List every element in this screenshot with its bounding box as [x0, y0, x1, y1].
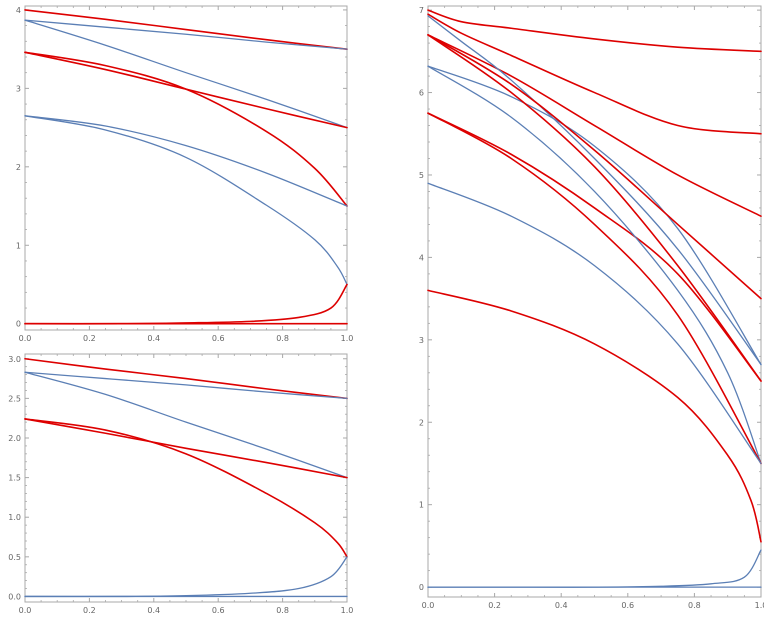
y-tick-label: 2.5: [8, 394, 21, 403]
series-line-red-4: [24, 418, 348, 479]
chart-bottom-left: 0.0 0.2 0.4 0.6 0.8 1.0 0.0 0.5 1.0 1.5 2.0 2.5 3.0: [8, 353, 354, 615]
y-tick-label: 7: [419, 6, 424, 15]
y-tick-label: 6: [419, 89, 424, 98]
y-tick-label: 3: [16, 84, 21, 93]
series-line-blue-3: [24, 371, 348, 479]
x-tick-label: 0.6: [212, 334, 225, 343]
series-line-blue-2: [24, 19, 348, 50]
y-tick-label: 2: [419, 418, 424, 427]
x-tick-label: 0.0: [19, 606, 32, 615]
y-tick-label: 3.0: [8, 355, 21, 364]
series-line-red-8: [427, 112, 762, 382]
series-line-blue-6: [24, 556, 348, 598]
series-line-blue-9: [427, 65, 762, 465]
series-line-blue-6: [24, 115, 348, 207]
series-line-blue-7: [24, 115, 348, 286]
series-line-red-6: [427, 34, 762, 300]
x-tick-label: 0.0: [422, 601, 435, 610]
y-tick-label: 4: [419, 253, 424, 262]
plot-frame: [24, 5, 348, 331]
series-line-red-7: [427, 34, 762, 382]
plot-frame: [24, 353, 348, 603]
x-tick-label: 0.8: [688, 601, 701, 610]
chart-top-left: 0.0 0.2 0.4 0.6 0.8 1.0 0 1 2 3 4: [16, 5, 354, 343]
y-tick-label: 1.5: [8, 474, 21, 483]
x-tick-label: 0.4: [147, 606, 160, 615]
y-tick-label: 1.0: [8, 513, 21, 522]
y-tick-label: 0.0: [8, 592, 21, 601]
x-tick-label: 0.8: [276, 606, 289, 615]
series-line-red-2: [427, 13, 762, 135]
y-tick-label: 0: [16, 320, 21, 329]
y-tick-label: 0.5: [8, 553, 21, 562]
series-line-blue-4: [427, 15, 762, 366]
series-line-blue-11: [427, 182, 762, 465]
x-tick-label: 1.0: [755, 601, 764, 610]
series-line-red-10: [427, 112, 762, 465]
series-line-red-1: [24, 357, 348, 400]
chart-right: 0.0 0.2 0.4 0.6 0.8 1.0 0 1 2 3 4 5 6 7: [419, 5, 764, 610]
series-line-red-1: [427, 9, 762, 53]
x-tick-label: 0.4: [147, 334, 160, 343]
x-tick-label: 0.2: [488, 601, 501, 610]
x-tick-label: 1.0: [341, 606, 354, 615]
series-line-red-1: [24, 9, 348, 50]
series-line-blue-5: [427, 65, 762, 366]
x-tick-label: 0.4: [555, 601, 568, 610]
series-line-red-5: [24, 418, 348, 558]
y-tick-label: 1: [16, 241, 21, 250]
x-tick-label: 1.0: [341, 334, 354, 343]
series-line-red-5: [24, 51, 348, 207]
y-tick-label: 2.0: [8, 434, 21, 443]
series-line-blue-13: [427, 549, 762, 588]
x-tick-label: 0.6: [621, 601, 634, 610]
series-line-blue-2: [24, 371, 348, 400]
x-tick-label: 0.2: [83, 334, 96, 343]
x-tick-label: 0.2: [83, 606, 96, 615]
y-tick-label: 3: [419, 336, 424, 345]
y-tick-label: 2: [16, 163, 21, 172]
series-line-red-12: [427, 289, 762, 543]
y-tick-label: 4: [16, 6, 21, 15]
x-tick-label: 0.6: [212, 606, 225, 615]
y-tick-label: 1: [419, 501, 424, 510]
y-tick-label: 0: [419, 583, 424, 592]
series-line-red-3: [427, 34, 762, 217]
series-line-blue-3: [24, 19, 348, 129]
series-line-red-8: [24, 283, 348, 325]
x-tick-label: 0.0: [19, 334, 32, 343]
x-tick-label: 0.8: [276, 334, 289, 343]
y-tick-label: 5: [419, 171, 424, 180]
